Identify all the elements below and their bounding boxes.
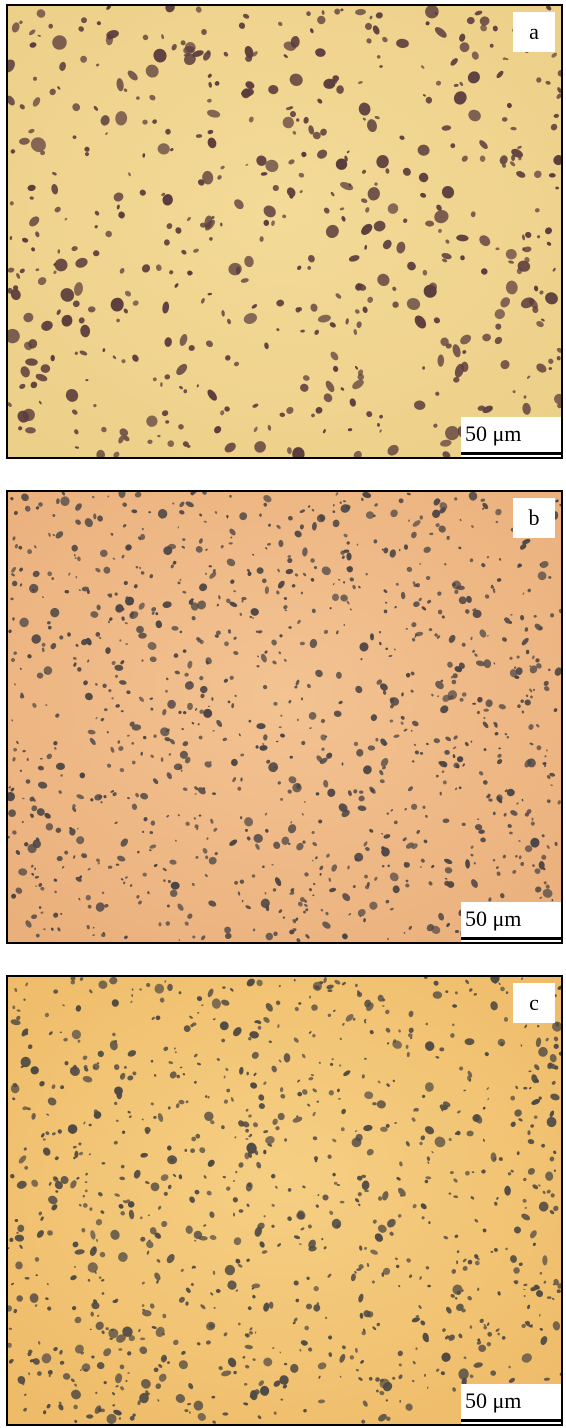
micrograph-panel: c 50 μm <box>6 975 563 1426</box>
particle <box>229 495 232 498</box>
particle <box>465 1038 475 1045</box>
particle <box>85 1181 87 1183</box>
background <box>8 492 561 942</box>
micrograph <box>8 977 561 1424</box>
scale-bar: 50 μm <box>461 1384 561 1424</box>
particle <box>428 1221 430 1224</box>
particle <box>340 1201 345 1204</box>
particle <box>119 1417 121 1419</box>
particle <box>461 1309 465 1313</box>
particle <box>108 593 112 597</box>
scale-line <box>461 1419 561 1422</box>
particle <box>364 1190 369 1192</box>
panel-label: a <box>513 12 555 52</box>
scale-bar-label: 50 μm <box>465 421 521 447</box>
particle <box>164 980 166 983</box>
particle <box>256 723 265 729</box>
micrograph <box>8 492 561 942</box>
particle <box>316 792 320 795</box>
particle <box>86 1414 93 1418</box>
particle <box>263 1150 266 1155</box>
particle <box>512 791 515 794</box>
scale-line <box>461 452 561 455</box>
particle <box>60 1032 62 1034</box>
page: a 50 μm b 50 μm c 50 μm (() => { const d… <box>0 0 566 1428</box>
micrograph <box>8 6 561 457</box>
particle <box>386 1417 390 1422</box>
particle <box>222 1412 228 1415</box>
micrograph-panel: a 50 μm <box>6 4 563 459</box>
particle <box>127 1372 130 1374</box>
scale-line <box>461 937 561 940</box>
panel-label: c <box>513 983 555 1023</box>
background <box>8 977 561 1424</box>
particle <box>438 610 442 615</box>
particle <box>542 1255 547 1265</box>
particle <box>222 986 225 988</box>
micrograph-panel: b 50 μm <box>6 490 563 944</box>
scale-bar-label: 50 μm <box>465 906 521 932</box>
scale-bar-label: 50 μm <box>465 1388 521 1414</box>
panel-label: b <box>513 498 555 538</box>
scale-bar: 50 μm <box>461 417 561 457</box>
particle <box>342 762 344 765</box>
particle <box>399 1400 401 1403</box>
particle <box>8 809 16 817</box>
particle <box>364 1058 367 1060</box>
scale-bar: 50 μm <box>461 902 561 942</box>
particle <box>473 610 482 618</box>
